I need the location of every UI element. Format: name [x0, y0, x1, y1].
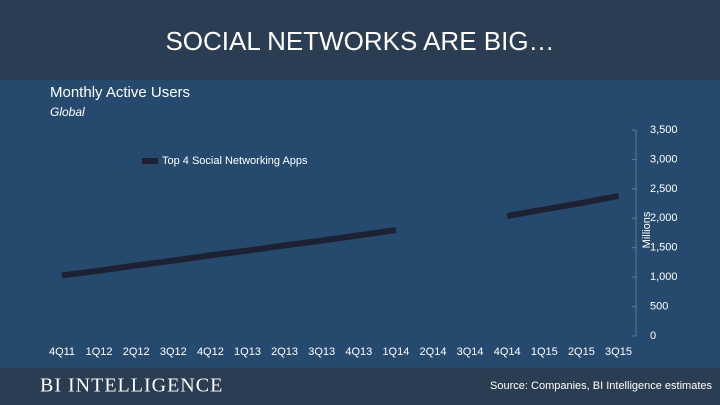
x-tick-label: 4Q12	[197, 346, 224, 358]
x-tick-label: 1Q14	[382, 346, 409, 358]
x-tick-label: 4Q13	[345, 346, 372, 358]
x-tick-label: 4Q11	[49, 346, 75, 358]
x-tick-label: 2Q15	[568, 346, 595, 358]
x-tick-label: 3Q14	[457, 346, 484, 358]
x-tick-label: 1Q15	[531, 346, 558, 358]
x-tick-label: 2Q14	[420, 346, 447, 358]
y-tick-label: 1,000	[650, 271, 678, 283]
brand: BI INTELLIGENCE	[40, 375, 223, 397]
header-band	[0, 0, 720, 80]
x-tick-label: 3Q13	[308, 346, 335, 358]
x-tick-label: 4Q14	[494, 346, 521, 358]
x-tick-label: 3Q12	[160, 346, 187, 358]
legend-label: Top 4 Social Networking Apps	[162, 155, 308, 167]
x-tick-label: 3Q15	[605, 346, 632, 358]
region: Global	[50, 105, 85, 119]
y-tick-label: 3,000	[650, 153, 678, 165]
y-tick-label: 3,500	[650, 124, 678, 136]
y-tick-label: 2,500	[650, 183, 678, 195]
x-tick-label: 1Q12	[86, 346, 113, 358]
y-tick-label: 2,000	[650, 212, 678, 224]
x-tick-label: 2Q12	[123, 346, 150, 358]
x-tick-label: 1Q13	[234, 346, 261, 358]
footer-band	[0, 368, 720, 405]
y-axis-label: Millions	[641, 211, 653, 248]
y-tick-label: 0	[650, 330, 656, 342]
chart-title: SOCIAL NETWORKS ARE BIG…	[165, 26, 554, 56]
series-line	[61, 192, 620, 279]
y-tick-label: 500	[650, 300, 668, 312]
x-tick-label: 2Q13	[271, 346, 298, 358]
y-tick-label: 1,500	[650, 242, 678, 254]
source: Source: Companies, BI Intelligence estim…	[490, 380, 712, 392]
subtitle: Monthly Active Users	[50, 84, 190, 101]
